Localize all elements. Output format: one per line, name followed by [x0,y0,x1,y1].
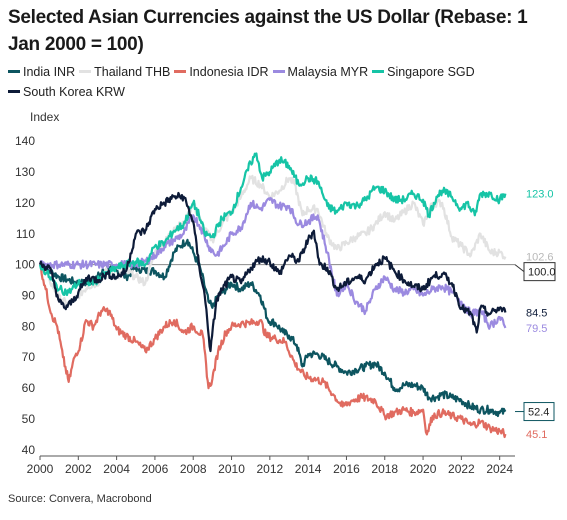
x-tick-label: 2010 [218,462,245,476]
legend-label: Indonesia IDR [189,65,269,79]
legend-item: Thailand THB [79,62,170,82]
legend-item: India INR [8,62,75,82]
reference-label-connector [514,264,525,273]
y-tick-label: 120 [15,196,35,210]
x-tick-label: 2016 [333,462,360,476]
x-tick-label: 2024 [486,462,513,476]
y-tick-label: 140 [15,134,35,148]
legend-swatch [272,70,285,74]
legend-item: Indonesia IDR [174,62,269,82]
end-label: 84.5 [526,307,547,319]
end-label: 102.6 [526,252,554,264]
y-tick-label: 80 [22,319,36,333]
y-tick-label: 100 [15,258,35,272]
legend-swatch [8,90,20,94]
x-tick-label: 2012 [256,462,283,476]
legend-item: Malaysia MYR [272,62,369,82]
x-tick-label: 2014 [295,462,322,476]
end-label: 123.0 [526,189,554,201]
y-tick-label: 110 [16,227,35,241]
legend-swatch [8,70,20,74]
legend-label: South Korea KRW [23,85,125,99]
legend-swatch [174,70,187,74]
chart-title: Selected Asian Currencies against the US… [8,7,528,55]
legend-label: Thailand THB [94,65,171,79]
series-line-thailand-thb [39,174,507,307]
y-tick-label: 40 [22,443,36,457]
chart-legend: India INR Thailand THB Indonesia IDR Malays… [8,62,563,102]
legend-label: India INR [23,65,76,79]
reference-label: 100.0 [528,267,556,279]
end-label: 79.5 [526,323,547,335]
legend-swatch [372,70,385,74]
y-tick-label: 70 [22,350,36,364]
legend-label: Malaysia MYR [287,65,369,79]
x-tick-label: 2018 [371,462,398,476]
x-tick-label: 2004 [103,462,130,476]
y-tick-label: 90 [22,289,36,303]
series-line-indonesia-idr [39,263,507,439]
x-tick-label: 2006 [142,462,169,476]
x-tick-label: 2002 [65,462,92,476]
legend-swatch [79,70,92,74]
y-tick-label: 60 [22,381,36,395]
y-axis-label: Index [30,110,59,124]
legend-label: Singapore SGD [387,65,475,79]
y-tick-label: 130 [15,165,35,179]
series-line-singapore-sgd [38,152,507,297]
x-tick-label: 2008 [180,462,207,476]
x-tick-label: 2020 [410,462,437,476]
legend-item: Singapore SGD [372,62,475,82]
end-label: 52.4 [528,407,549,419]
chart-source: Source: Convera, Macrobond [8,493,152,505]
x-tick-label: 2000 [27,462,54,476]
legend-item: South Korea KRW [8,82,125,102]
x-tick-label: 2022 [448,462,475,476]
reference-label-box [523,262,556,282]
end-label: 45.1 [526,429,547,441]
series-line-south-korea-krw [38,191,507,353]
y-tick-label: 50 [22,412,36,426]
